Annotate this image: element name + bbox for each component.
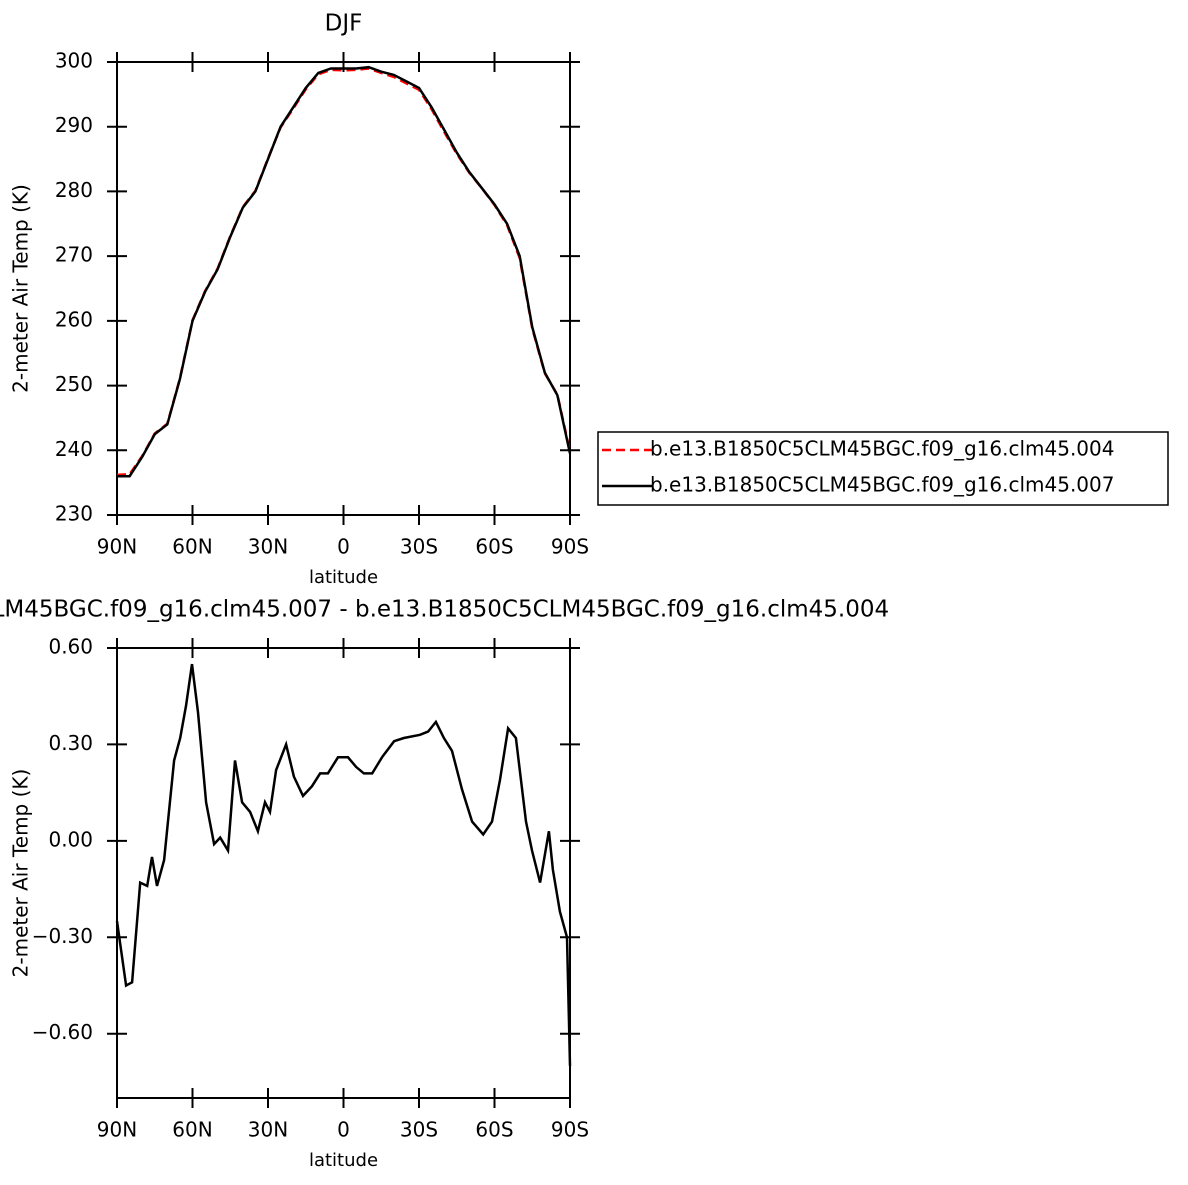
y-tick-label: 250 [55,372,93,396]
x-tick-label: 60N [172,1118,212,1142]
y-tick-label: 290 [55,113,93,137]
y-tick-label: 230 [55,502,93,526]
y-tick-label: 280 [55,178,93,202]
y-tick-label: −0.60 [32,1020,93,1044]
y-axis-label: 2-meter Air Temp (K) [9,184,33,393]
y-tick-label: 260 [55,307,93,331]
y-tick-label: 300 [55,49,93,73]
y-tick-label: 0.00 [48,827,93,851]
data-line [115,663,572,1066]
x-axis-label: latitude [309,567,378,588]
chart-title: b.e13.B1850C5CLM45BGC.f09_g16.clm45.007 … [0,597,889,623]
chart-title: DJF [325,11,363,37]
x-tick-label: 0 [337,1118,350,1142]
x-tick-label: 90S [551,535,589,559]
legend-box [597,431,1169,506]
x-tick-label: 90N [97,535,137,559]
data-line [117,65,572,478]
y-tick-label: −0.30 [32,924,93,948]
plot-frame [116,61,571,516]
x-tick-label: 60N [172,535,212,559]
y-tick-label: 270 [55,243,93,267]
x-tick-label: 90N [97,1118,137,1142]
x-tick-label: 90S [551,1118,589,1142]
y-tick-label: 0.30 [48,731,93,755]
legend-label: b.e13.B1850C5CLM45BGC.f09_g16.clm45.007 [650,473,1114,497]
legend-label: b.e13.B1850C5CLM45BGC.f09_g16.clm45.004 [650,437,1114,461]
y-tick-label: 240 [55,437,93,461]
x-tick-label: 30S [400,535,438,559]
x-axis-label: latitude [309,1150,378,1171]
x-tick-label: 30N [248,1118,288,1142]
y-tick-label: 0.60 [48,635,93,659]
data-line [116,67,572,477]
y-axis-label: 2-meter Air Temp (K) [9,769,33,978]
x-tick-label: 30N [248,535,288,559]
x-tick-label: 60S [475,535,513,559]
x-tick-label: 60S [475,1118,513,1142]
x-tick-label: 0 [337,535,350,559]
x-tick-label: 30S [400,1118,438,1142]
